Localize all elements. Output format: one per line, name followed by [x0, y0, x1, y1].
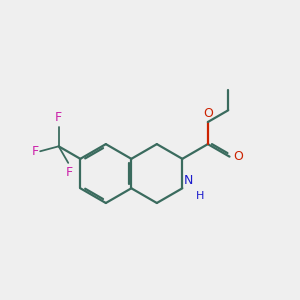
- Text: F: F: [32, 145, 39, 158]
- Text: F: F: [66, 166, 73, 179]
- Text: O: O: [203, 107, 213, 120]
- Text: F: F: [55, 111, 62, 124]
- Text: H: H: [196, 190, 204, 201]
- Text: O: O: [233, 150, 243, 163]
- Text: N: N: [184, 174, 193, 187]
